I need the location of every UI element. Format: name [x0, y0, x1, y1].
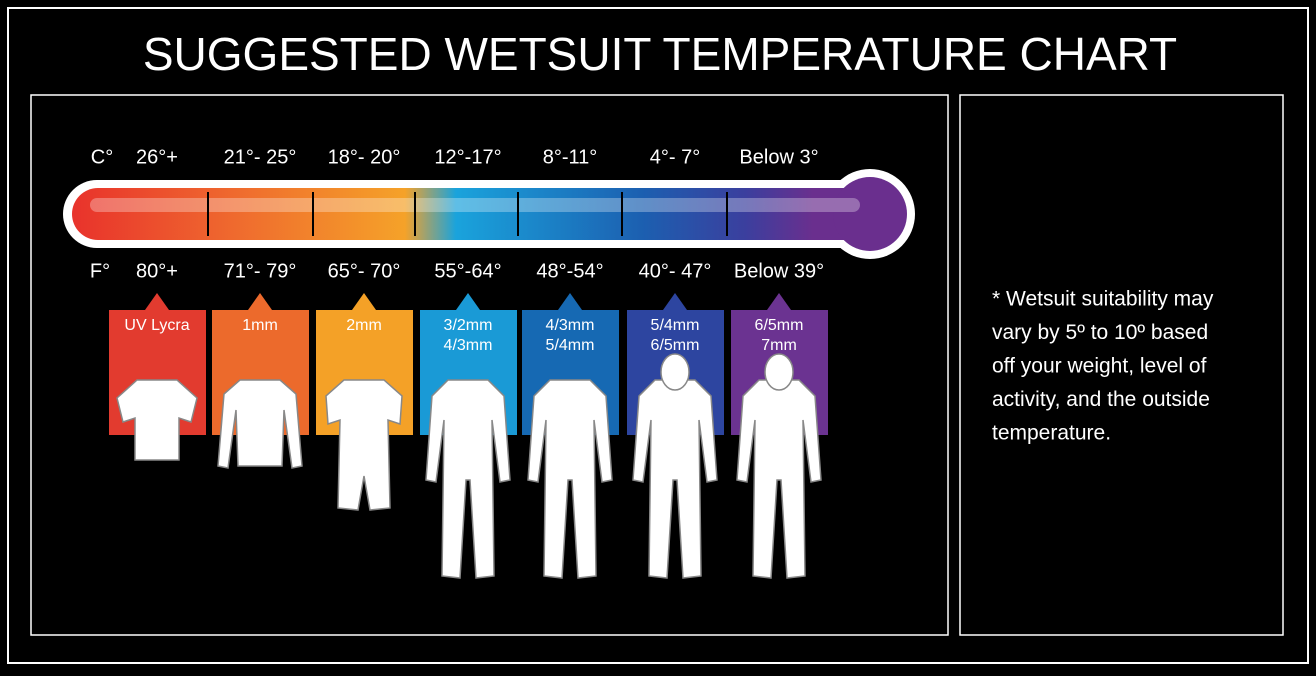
suit-figure	[736, 379, 822, 579]
thickness-label: 5/4mm	[651, 317, 700, 334]
suit-figure	[425, 379, 511, 579]
celsius-range: 26°+	[136, 146, 178, 168]
celsius-unit: C°	[91, 146, 113, 168]
note-line: * Wetsuit suitability may	[992, 288, 1214, 311]
fahrenheit-range: 40°- 47°	[639, 260, 712, 282]
pointer	[456, 293, 480, 310]
suit-figure	[527, 379, 613, 579]
fahrenheit-range: 48°-54°	[536, 260, 603, 282]
fahrenheit-range: 55°-64°	[434, 260, 501, 282]
frame	[7, 7, 1309, 664]
thickness-label: 5/4mm	[546, 337, 595, 354]
title: SUGGESTED WETSUIT TEMPERATURE CHART	[143, 28, 1177, 80]
pointer	[767, 293, 791, 310]
thickness-label: 4/3mm	[546, 317, 595, 334]
note: * Wetsuit suitability may vary by 5º to 1…	[992, 288, 1214, 445]
celsius-range: 8°-11°	[543, 146, 598, 168]
thickness-label: 6/5mm	[755, 317, 804, 334]
thickness-label: UV Lycra	[124, 317, 189, 334]
note-line: activity, and the outside	[992, 388, 1210, 411]
fahrenheit-range: Below 39°	[734, 260, 824, 282]
fahrenheit-unit: F°	[90, 260, 110, 282]
fahrenheit-range: 71°- 79°	[224, 260, 297, 282]
fahrenheit-range: 80°+	[136, 260, 178, 282]
thickness-label: 1mm	[242, 317, 278, 334]
fahrenheit-range: 65°- 70°	[328, 260, 401, 282]
celsius-range: 21°- 25°	[224, 146, 297, 168]
celsius-range: 4°- 7°	[650, 146, 700, 168]
thickness-label: 6/5mm	[651, 337, 700, 354]
note-line: temperature.	[992, 422, 1111, 445]
pointer	[352, 293, 376, 310]
chart-panel	[30, 94, 949, 636]
thickness-label: 2mm	[346, 317, 382, 334]
pointer	[145, 293, 169, 310]
suit-figure	[632, 379, 718, 579]
hood	[764, 353, 794, 391]
celsius-range: 12°-17°	[434, 146, 501, 168]
note-line: off your weight, level of	[992, 355, 1207, 378]
suit-figure	[116, 379, 198, 461]
suit-figure	[325, 379, 403, 511]
note-line: vary by 5º to 10º based	[992, 321, 1208, 344]
pointer	[558, 293, 582, 310]
thickness-label: 3/2mm	[444, 317, 493, 334]
note-panel	[959, 94, 1284, 636]
thermometer	[63, 169, 915, 259]
pointer	[663, 293, 687, 310]
hood	[660, 353, 690, 391]
suit-figure	[217, 379, 303, 469]
pointer	[248, 293, 272, 310]
celsius-range: 18°- 20°	[328, 146, 401, 168]
thickness-label: 4/3mm	[444, 337, 493, 354]
celsius-range: Below 3°	[739, 146, 818, 168]
thickness-label: 7mm	[761, 337, 797, 354]
